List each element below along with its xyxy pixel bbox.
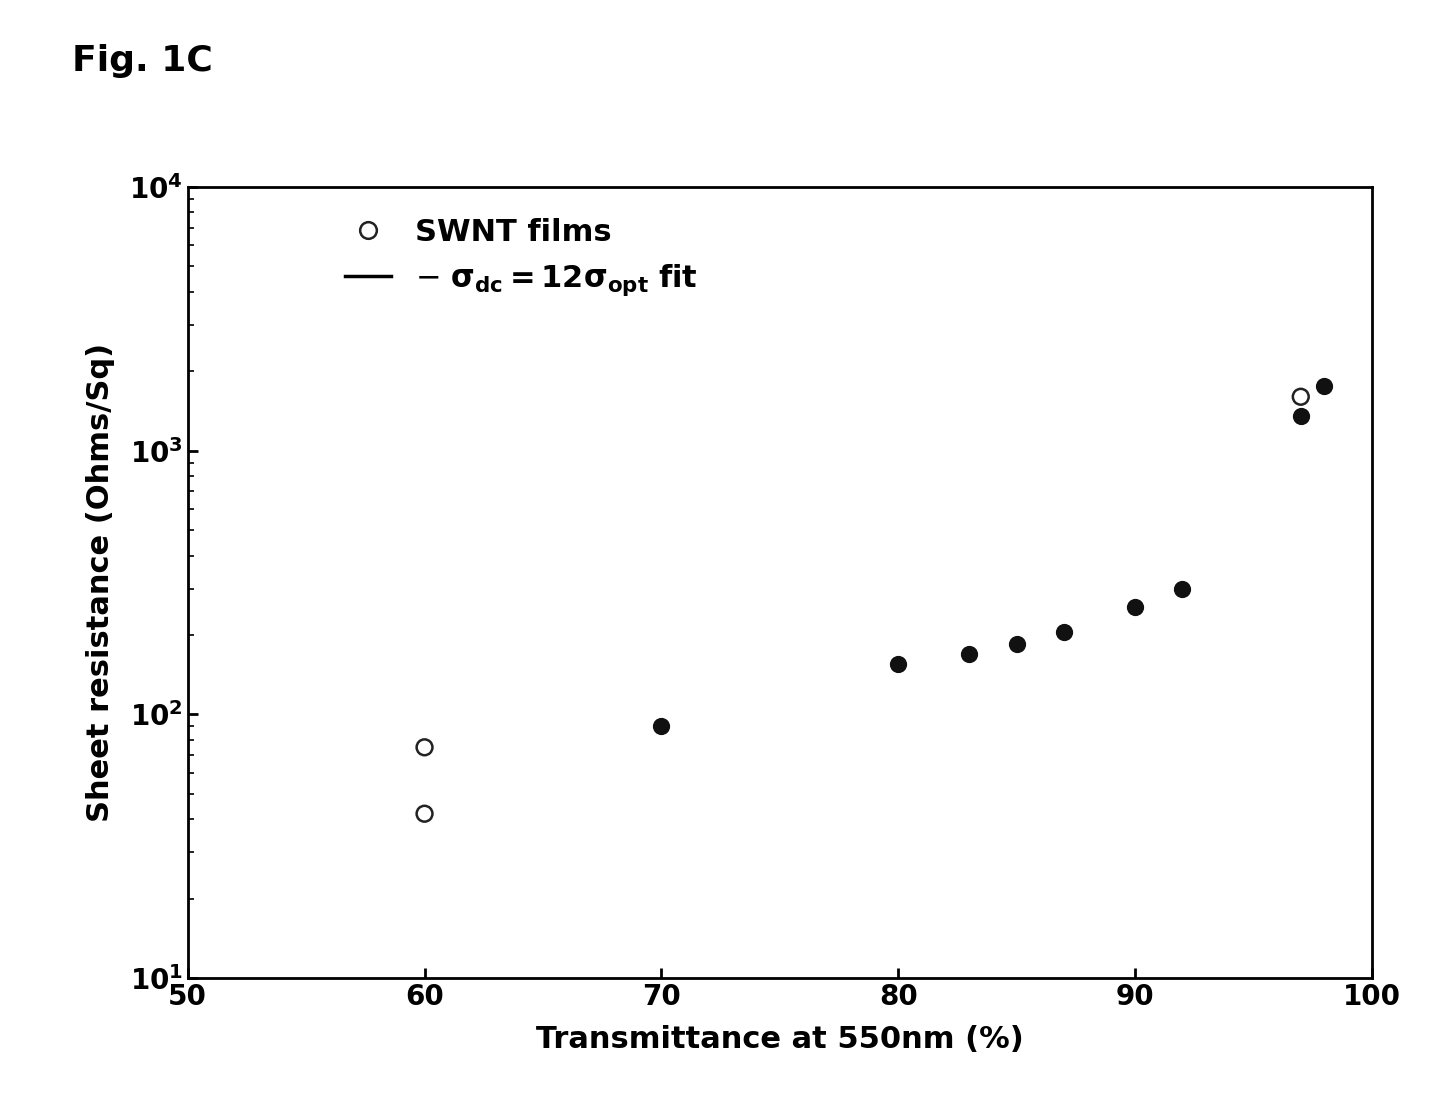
Y-axis label: Sheet resistance (Ohms/Sq): Sheet resistance (Ohms/Sq): [87, 343, 116, 822]
Point: [1289, 388, 1313, 406]
Text: Fig. 1C: Fig. 1C: [72, 44, 212, 78]
Point: [1289, 408, 1313, 425]
Point: [650, 718, 673, 735]
Point: [413, 804, 436, 822]
Point: [1053, 623, 1076, 641]
Point: [1123, 598, 1147, 615]
Legend: SWNT films, $-\ \mathbf{\sigma_{dc}=12\sigma_{opt}}\ \mathbf{fit}$: SWNT films, $-\ \mathbf{\sigma_{dc}=12\s…: [345, 218, 697, 298]
Point: [1005, 635, 1028, 653]
Point: [1313, 378, 1336, 396]
Point: [413, 739, 436, 756]
X-axis label: Transmittance at 550nm (%): Transmittance at 550nm (%): [536, 1025, 1024, 1054]
Point: [1171, 579, 1194, 597]
Point: [957, 645, 980, 663]
Point: [887, 655, 910, 673]
